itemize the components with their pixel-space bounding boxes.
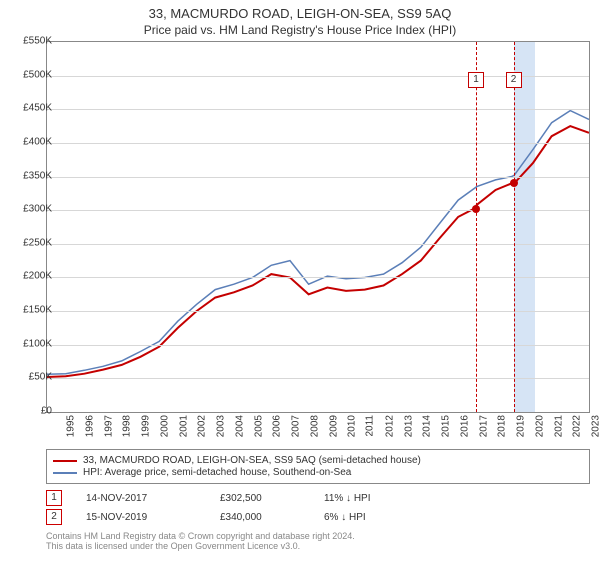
x-axis-label: 2023: [590, 415, 600, 437]
series-line: [47, 111, 589, 375]
x-axis-label: 2021: [553, 415, 564, 437]
chart-container: 33, MACMURDO ROAD, LEIGH-ON-SEA, SS9 5AQ…: [0, 6, 600, 566]
gridline: [47, 345, 589, 346]
x-axis-label: 1999: [140, 415, 151, 437]
sale-row-pct: 11% ↓ HPI: [324, 493, 394, 504]
sale-row-pct: 6% ↓ HPI: [324, 512, 394, 523]
sale-row-marker: 1: [46, 490, 62, 506]
x-axis-label: 2006: [272, 415, 283, 437]
y-axis-label: £400K: [12, 136, 52, 147]
x-axis-label: 2011: [365, 415, 376, 437]
x-axis-label: 2010: [347, 415, 358, 437]
y-axis-label: £150K: [12, 305, 52, 316]
gridline: [47, 109, 589, 110]
gridline: [47, 210, 589, 211]
sale-marker-line: [514, 42, 515, 412]
legend-swatch: [53, 472, 77, 474]
sale-row-price: £302,500: [220, 493, 300, 504]
sale-point: [472, 205, 480, 213]
y-axis-label: £550K: [12, 36, 52, 47]
gridline: [47, 177, 589, 178]
legend-item: HPI: Average price, semi-detached house,…: [53, 467, 583, 478]
legend-swatch: [53, 460, 77, 462]
x-axis-label: 1996: [84, 415, 95, 437]
sale-data-rows: 1 14-NOV-2017 £302,500 11% ↓ HPI 2 15-NOV-201…: [46, 490, 590, 525]
x-axis-label: 1995: [65, 415, 76, 437]
sale-data-row: 1 14-NOV-2017 £302,500 11% ↓ HPI: [46, 490, 590, 506]
y-axis-label: £100K: [12, 338, 52, 349]
sale-data-row: 2 15-NOV-2019 £340,000 6% ↓ HPI: [46, 509, 590, 525]
sale-marker-box: 1: [468, 72, 484, 88]
gridline: [47, 378, 589, 379]
x-axis-label: 1998: [122, 415, 133, 437]
x-axis-label: 2017: [478, 415, 489, 437]
x-axis-label: 2014: [422, 415, 433, 437]
gridline: [47, 311, 589, 312]
x-axis-label: 2000: [159, 415, 170, 437]
legend-label: HPI: Average price, semi-detached house,…: [83, 467, 351, 478]
y-axis-label: £0: [12, 406, 52, 417]
x-axis-label: 2013: [403, 415, 414, 437]
x-axis-label: 2020: [534, 415, 545, 437]
sale-marker-line: [476, 42, 477, 412]
chart-subtitle: Price paid vs. HM Land Registry's House …: [0, 23, 600, 37]
x-axis-label: 2008: [309, 415, 320, 437]
y-axis-label: £500K: [12, 69, 52, 80]
sale-point: [510, 179, 518, 187]
x-axis-label: 2015: [440, 415, 451, 437]
chart-title: 33, MACMURDO ROAD, LEIGH-ON-SEA, SS9 5AQ: [0, 6, 600, 21]
y-axis-label: £300K: [12, 204, 52, 215]
sale-marker-box: 2: [506, 72, 522, 88]
x-axis-label: 2012: [384, 415, 395, 437]
x-axis-label: 2005: [253, 415, 264, 437]
sale-row-date: 15-NOV-2019: [86, 512, 196, 523]
legend-item: 33, MACMURDO ROAD, LEIGH-ON-SEA, SS9 5AQ…: [53, 455, 583, 466]
y-axis-label: £450K: [12, 103, 52, 114]
gridline: [47, 277, 589, 278]
x-axis-label: 2019: [515, 415, 526, 437]
x-axis-label: 2004: [234, 415, 245, 437]
x-axis-label: 2009: [328, 415, 339, 437]
x-axis-label: 2007: [290, 415, 301, 437]
footer-line-1: Contains HM Land Registry data © Crown c…: [46, 531, 590, 541]
series-line: [47, 126, 589, 377]
x-axis-label: 2018: [497, 415, 508, 437]
y-axis-label: £250K: [12, 237, 52, 248]
x-axis-label: 2022: [572, 415, 583, 437]
x-axis-label: 2003: [215, 415, 226, 437]
footer-line-2: This data is licensed under the Open Gov…: [46, 541, 590, 551]
y-axis-label: £350K: [12, 170, 52, 181]
chart-legend: 33, MACMURDO ROAD, LEIGH-ON-SEA, SS9 5AQ…: [46, 449, 590, 484]
y-axis-label: £200K: [12, 271, 52, 282]
chart-footer: Contains HM Land Registry data © Crown c…: [46, 531, 590, 551]
sale-row-marker: 2: [46, 509, 62, 525]
x-axis-label: 2001: [178, 415, 189, 437]
x-axis-label: 2016: [459, 415, 470, 437]
chart-lines-svg: [47, 42, 589, 412]
x-axis-label: 2002: [197, 415, 208, 437]
gridline: [47, 244, 589, 245]
x-axis-label: 1997: [103, 415, 114, 437]
chart-plot-area: 12: [46, 41, 590, 413]
legend-label: 33, MACMURDO ROAD, LEIGH-ON-SEA, SS9 5AQ…: [83, 455, 421, 466]
gridline: [47, 143, 589, 144]
sale-row-date: 14-NOV-2017: [86, 493, 196, 504]
sale-row-price: £340,000: [220, 512, 300, 523]
y-axis-label: £50K: [12, 372, 52, 383]
